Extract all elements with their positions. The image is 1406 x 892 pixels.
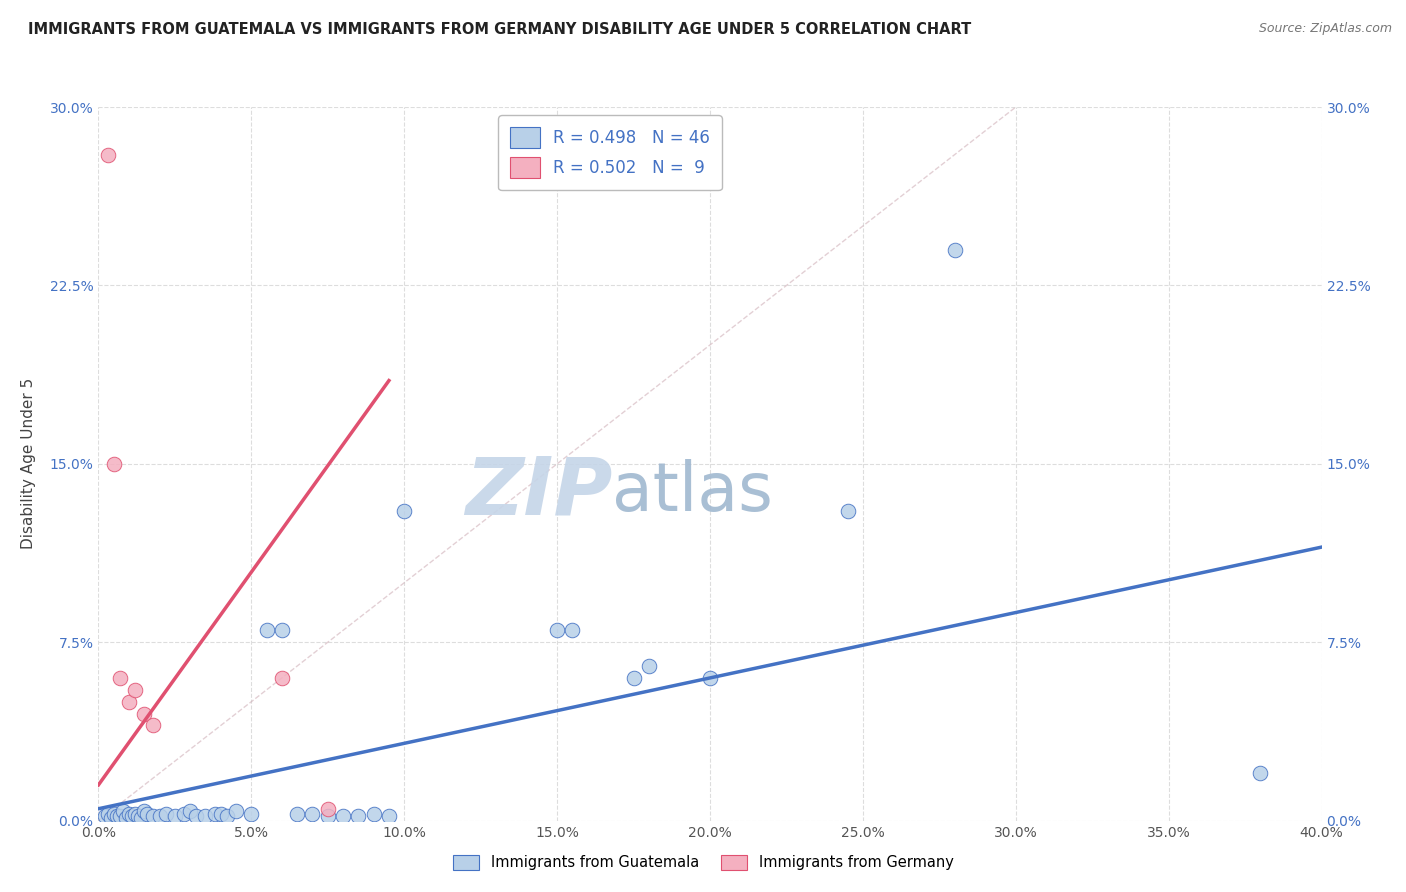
- Point: [316, 802, 339, 816]
- Point: [215, 809, 238, 823]
- Point: [93, 809, 115, 823]
- Text: ZIP: ZIP: [465, 453, 612, 532]
- Point: [129, 811, 152, 825]
- Point: [118, 695, 141, 709]
- Point: [105, 809, 128, 823]
- Point: [121, 809, 143, 823]
- Legend: R = 0.498   N = 46, R = 0.502   N =  9: R = 0.498 N = 46, R = 0.502 N = 9: [498, 115, 721, 190]
- Point: [225, 804, 247, 818]
- Point: [347, 809, 370, 823]
- Point: [103, 806, 125, 821]
- Point: [111, 804, 134, 818]
- Point: [378, 809, 401, 823]
- Point: [209, 806, 232, 821]
- Legend: Immigrants from Guatemala, Immigrants from Germany: Immigrants from Guatemala, Immigrants fr…: [447, 848, 959, 876]
- Point: [194, 809, 217, 823]
- Point: [155, 806, 177, 821]
- Point: [270, 671, 292, 685]
- Point: [270, 624, 292, 638]
- Point: [173, 806, 195, 821]
- Point: [108, 809, 131, 823]
- Point: [392, 504, 416, 518]
- Point: [316, 809, 339, 823]
- Point: [546, 624, 568, 638]
- Point: [285, 806, 308, 821]
- Text: IMMIGRANTS FROM GUATEMALA VS IMMIGRANTS FROM GERMANY DISABILITY AGE UNDER 5 CORR: IMMIGRANTS FROM GUATEMALA VS IMMIGRANTS …: [28, 22, 972, 37]
- Point: [134, 706, 156, 721]
- Point: [142, 718, 165, 732]
- Point: [124, 682, 146, 697]
- Point: [127, 809, 149, 823]
- Point: [100, 811, 122, 825]
- Text: atlas: atlas: [612, 459, 773, 525]
- Point: [363, 806, 385, 821]
- Point: [204, 806, 226, 821]
- Point: [103, 457, 125, 471]
- Point: [124, 806, 146, 821]
- Point: [97, 806, 120, 821]
- Point: [163, 809, 186, 823]
- Point: [637, 659, 661, 673]
- Point: [149, 809, 172, 823]
- Point: [134, 804, 156, 818]
- Point: [699, 671, 721, 685]
- Point: [837, 504, 859, 518]
- Point: [97, 147, 120, 161]
- Point: [256, 624, 278, 638]
- Point: [118, 806, 141, 821]
- Point: [332, 809, 354, 823]
- Point: [108, 671, 131, 685]
- Point: [1249, 766, 1271, 780]
- Point: [943, 243, 966, 257]
- Text: Source: ZipAtlas.com: Source: ZipAtlas.com: [1258, 22, 1392, 36]
- Point: [301, 806, 323, 821]
- Point: [142, 809, 165, 823]
- Point: [240, 806, 263, 821]
- Y-axis label: Disability Age Under 5: Disability Age Under 5: [21, 378, 35, 549]
- Point: [136, 806, 159, 821]
- Point: [186, 809, 208, 823]
- Point: [179, 804, 201, 818]
- Point: [115, 811, 138, 825]
- Point: [623, 671, 645, 685]
- Point: [561, 624, 583, 638]
